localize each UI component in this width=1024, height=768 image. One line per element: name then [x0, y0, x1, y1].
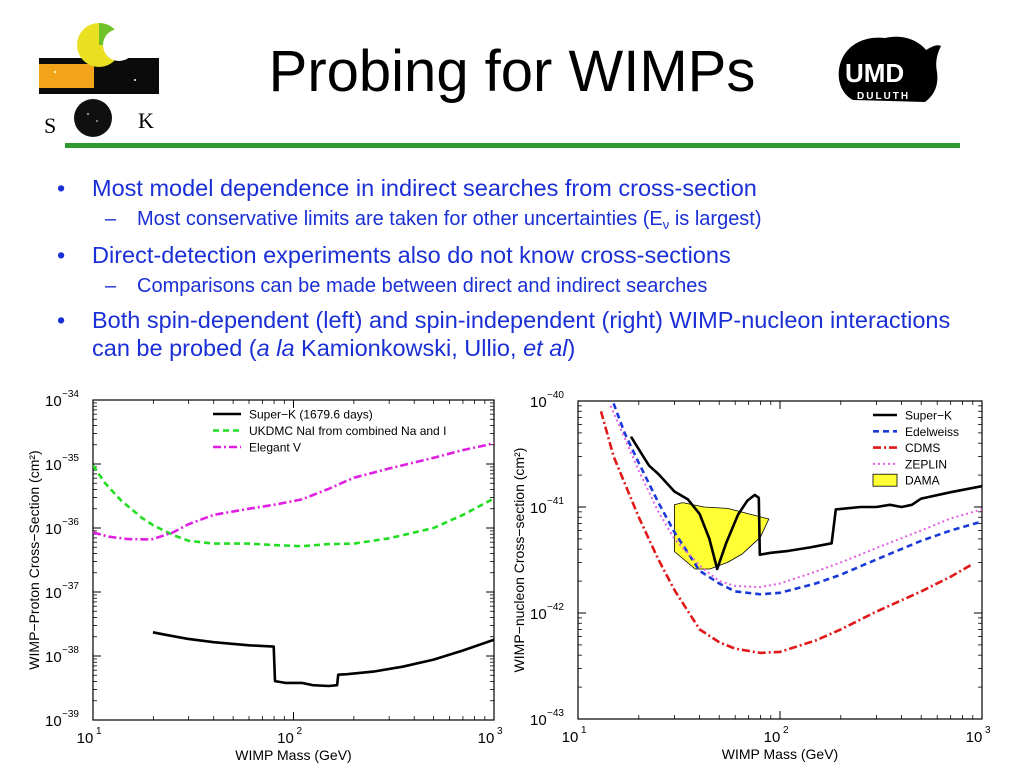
- y-tick-base: 10: [45, 585, 62, 602]
- y-tick-base: 10: [530, 712, 547, 729]
- series-line-2: [93, 442, 494, 541]
- sub-bullet-item: – Most conservative limits are taken for …: [55, 207, 985, 233]
- x-tick-exponent: 1: [581, 725, 587, 736]
- x-tick-label: 10 2: [277, 726, 302, 747]
- slide-title: Probing for WIMPs: [268, 39, 756, 104]
- y-tick-label: 10 −34: [45, 389, 79, 410]
- x-tick-label: 10 2: [764, 725, 789, 746]
- bullet-list: • Most model dependence in indirect searc…: [55, 174, 985, 367]
- y-tick-exponent: −39: [62, 709, 79, 720]
- sub-bullet-item: – Comparisons can be made between direct …: [55, 274, 985, 298]
- y-tick-label: 10 −41: [530, 496, 564, 517]
- sub-bullet-text: Comparisons can be made between direct a…: [137, 275, 708, 297]
- x-tick-base: 10: [478, 730, 495, 747]
- y-tick-exponent: −38: [62, 645, 79, 656]
- bullet-item: • Direct-detection experiments also do no…: [55, 241, 985, 269]
- x-tick-base: 10: [966, 729, 983, 746]
- y-tick-exponent: −36: [62, 517, 79, 528]
- y-tick-exponent: −37: [62, 581, 79, 592]
- series-line-0: [629, 436, 982, 571]
- series-line-0: [152, 631, 494, 688]
- legend-label: Super−K: [905, 409, 952, 423]
- y-tick-exponent: −35: [62, 453, 79, 464]
- x-tick-base: 10: [77, 730, 94, 747]
- y-tick-label: 10 −40: [530, 390, 564, 411]
- y-tick-label: 10 −38: [45, 645, 79, 666]
- y-tick-base: 10: [530, 394, 547, 411]
- y-tick-base: 10: [530, 606, 547, 623]
- series-line-2: [599, 410, 974, 655]
- legend-label: CDMS: [905, 441, 940, 455]
- sub-bullet-text: Most conservative limits are taken for o…: [137, 208, 762, 232]
- y-tick-exponent: −43: [547, 708, 564, 719]
- x-tick-exponent: 3: [497, 726, 503, 737]
- y-tick-label: 10 −43: [530, 708, 564, 729]
- dash-bullet-icon: –: [105, 208, 117, 230]
- legend-label: DAMA: [905, 474, 940, 488]
- x-tick-exponent: 3: [985, 725, 991, 736]
- x-tick-base: 10: [562, 729, 579, 746]
- x-tick-label: 10 1: [77, 726, 102, 747]
- y-tick-base: 10: [530, 500, 547, 517]
- y-tick-base: 10: [45, 457, 62, 474]
- y-tick-exponent: −41: [547, 496, 564, 507]
- series-line-1: [612, 402, 982, 596]
- legend-swatch: [872, 473, 898, 487]
- x-tick-label: 10 3: [966, 725, 991, 746]
- bullet-dot-icon: •: [57, 307, 66, 333]
- x-tick-base: 10: [764, 729, 781, 746]
- x-axis-label: WIMP Mass (GeV): [722, 746, 838, 762]
- title-divider: [65, 143, 960, 148]
- x-tick-exponent: 2: [297, 726, 303, 737]
- legend: Super−K (1679.6 days) UKDMC NaI from comb…: [213, 408, 446, 455]
- y-tick-base: 10: [45, 393, 62, 410]
- y-tick-base: 10: [45, 649, 62, 666]
- dash-bullet-icon: –: [105, 275, 117, 297]
- logo-letter-k: K: [138, 108, 154, 133]
- x-tick-exponent: 2: [783, 725, 789, 736]
- y-tick-exponent: −34: [62, 389, 79, 400]
- y-tick-exponent: −42: [547, 602, 564, 613]
- legend-label: Edelweiss: [905, 425, 959, 439]
- legend-label: UKDMC NaI from combined Na and I: [249, 424, 446, 438]
- logo-letter-s: S: [44, 113, 57, 138]
- bullet-dot-icon: •: [57, 242, 66, 268]
- legend: Super−K Edelweiss CDMS ZEPLIN DAMA: [872, 409, 959, 488]
- bullet-dot-icon: •: [57, 175, 66, 201]
- bullet-text: Both spin-dependent (left) and spin-inde…: [92, 307, 951, 361]
- super-k-logo: [39, 23, 159, 137]
- x-axis-label: WIMP Mass (GeV): [235, 747, 351, 763]
- bullet-text: Direct-detection experiments also do not…: [92, 242, 731, 268]
- y-tick-exponent: −40: [547, 390, 564, 401]
- bullet-text: Most model dependence in indirect search…: [92, 175, 757, 201]
- y-tick-label: 10 −36: [45, 517, 79, 538]
- legend-label: Super−K (1679.6 days): [249, 408, 373, 422]
- y-tick-base: 10: [45, 713, 62, 730]
- umd-duluth-logo: UMD DULUTH: [838, 36, 941, 103]
- y-tick-label: 10 −42: [530, 602, 564, 623]
- x-tick-exponent: 1: [96, 726, 102, 737]
- logo-duluth-text: DULUTH: [857, 91, 910, 102]
- y-tick-base: 10: [45, 521, 62, 538]
- y-tick-label: 10 −37: [45, 581, 79, 602]
- legend-label: ZEPLIN: [905, 457, 947, 471]
- legend-label: Elegant V: [249, 441, 301, 455]
- x-tick-label: 10 1: [562, 725, 587, 746]
- logo-umd-text: UMD: [845, 58, 904, 88]
- series-line-1: [93, 464, 494, 548]
- x-tick-label: 10 3: [478, 726, 503, 747]
- y-axis-label: WIMP−nucleon Cross−section (cm²): [512, 448, 527, 673]
- x-tick-base: 10: [277, 730, 294, 747]
- y-tick-label: 10 −35: [45, 453, 79, 474]
- bullet-item: • Most model dependence in indirect searc…: [55, 174, 985, 202]
- y-tick-label: 10 −39: [45, 709, 79, 730]
- bullet-item: • Both spin-dependent (left) and spin-ind…: [55, 306, 952, 362]
- y-axis-label: WIMP−Proton Cross−Section (cm²): [26, 450, 42, 669]
